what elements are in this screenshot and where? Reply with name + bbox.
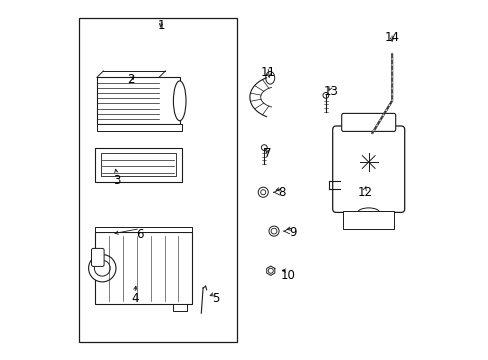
Text: 7: 7 [264, 147, 271, 159]
Text: 11: 11 [260, 66, 275, 78]
Text: 4: 4 [131, 292, 138, 305]
Text: 8: 8 [278, 186, 285, 199]
Bar [172, 304, 186, 311]
Circle shape [94, 260, 110, 276]
Text: 3: 3 [113, 174, 120, 186]
Text: 9: 9 [289, 226, 296, 239]
Text: 2: 2 [127, 73, 135, 86]
Circle shape [270, 228, 276, 234]
Circle shape [268, 226, 279, 236]
Bar [95, 232, 192, 304]
Bar [97, 124, 181, 131]
Circle shape [261, 145, 266, 150]
Bar [95, 227, 192, 232]
Ellipse shape [173, 81, 185, 121]
Circle shape [268, 268, 273, 273]
Text: 12: 12 [357, 186, 372, 199]
Text: 1: 1 [158, 19, 165, 32]
Circle shape [258, 187, 268, 197]
Bar [343, 211, 393, 229]
Bar [97, 77, 179, 124]
Bar [101, 153, 176, 176]
FancyBboxPatch shape [95, 148, 181, 182]
FancyBboxPatch shape [91, 248, 104, 266]
FancyBboxPatch shape [332, 126, 404, 212]
Text: 5: 5 [212, 292, 219, 305]
Text: 14: 14 [384, 31, 399, 44]
Bar [79, 18, 237, 342]
Text: 10: 10 [280, 269, 295, 282]
Circle shape [88, 255, 116, 282]
Circle shape [322, 93, 328, 98]
Ellipse shape [265, 72, 274, 84]
Text: 6: 6 [136, 228, 143, 240]
Text: 13: 13 [323, 85, 338, 98]
Ellipse shape [357, 208, 379, 217]
Circle shape [260, 190, 265, 195]
FancyBboxPatch shape [341, 113, 395, 131]
